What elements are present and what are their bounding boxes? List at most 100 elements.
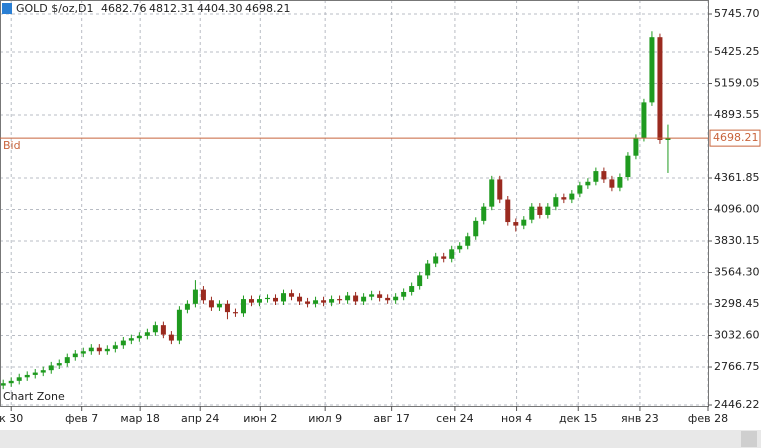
candle-body — [633, 137, 639, 156]
candle-body — [609, 179, 615, 188]
candle-body — [505, 199, 511, 223]
candle-body — [489, 179, 495, 207]
y-tick-label: 4361.85 — [714, 171, 760, 184]
candle-body — [160, 325, 166, 335]
y-tick-label: 5745.70 — [714, 7, 760, 20]
bid-price-box — [709, 129, 761, 147]
candle-body — [256, 299, 262, 303]
candle-body — [385, 297, 391, 301]
x-tick-label: фев 7 — [65, 412, 98, 425]
candle-body — [417, 275, 423, 287]
candle-body — [529, 206, 535, 220]
candle-body — [521, 219, 527, 226]
y-tick-label: 2766.75 — [714, 360, 760, 373]
candle-body — [24, 374, 30, 378]
candle-body — [88, 347, 94, 352]
candle-body — [409, 286, 415, 292]
candle-body — [168, 334, 174, 341]
candle-body — [377, 294, 383, 298]
candle-body — [401, 291, 407, 297]
y-tick-label: 3298.45 — [714, 297, 760, 310]
candle-body — [184, 303, 190, 310]
candle-body — [649, 37, 655, 103]
candle-body — [665, 138, 671, 140]
candle-body — [337, 299, 343, 301]
candle-body — [433, 256, 439, 264]
symbol-icon — [2, 3, 12, 14]
candle-body — [273, 297, 279, 302]
candle-body — [289, 293, 295, 297]
close-text: 4698.21 — [245, 2, 291, 15]
low-text: 4404.30 — [197, 2, 243, 15]
candle-body — [561, 197, 567, 200]
candle-body — [569, 193, 575, 200]
candle-body — [481, 206, 487, 221]
watermark: Chart Zone — [3, 390, 65, 403]
candle-body — [224, 303, 230, 313]
candle-body — [361, 296, 367, 302]
candle-body — [216, 303, 222, 308]
candle-body — [176, 309, 182, 341]
x-tick-label: мар 18 — [120, 412, 160, 425]
y-tick-label: 3830.15 — [714, 234, 760, 247]
plot-frame — [0, 0, 709, 407]
candle-body — [56, 363, 62, 366]
candle-body — [112, 345, 118, 349]
bid-label: Bid — [3, 139, 21, 152]
candle-body — [513, 222, 519, 226]
candle-body — [425, 263, 431, 276]
candle-body — [497, 179, 503, 200]
candle-body — [585, 181, 591, 186]
candle-body — [16, 377, 22, 381]
candle-body — [457, 245, 463, 250]
x-tick-label: к 30 — [0, 412, 23, 425]
open-text: 4682.76 — [101, 2, 147, 15]
candle-body — [128, 338, 134, 341]
candle-body — [449, 249, 455, 259]
x-tick-label: июн 2 — [243, 412, 277, 425]
candle-body — [0, 383, 6, 386]
candle-body — [192, 289, 198, 304]
candle-body — [625, 155, 631, 178]
candle-body — [393, 296, 399, 301]
candle-body — [240, 299, 246, 314]
scroll-thumb[interactable] — [741, 431, 757, 447]
candle-body — [208, 300, 214, 308]
x-tick-label: дек 15 — [559, 412, 598, 425]
candle-body — [281, 293, 287, 302]
candle-body — [577, 185, 583, 194]
candle-body — [553, 197, 559, 207]
candle-body — [104, 348, 110, 352]
y-tick-label: 4096.00 — [714, 202, 760, 215]
scrollbar[interactable] — [0, 430, 761, 448]
candle-body — [297, 296, 303, 302]
candle-body — [80, 351, 86, 354]
x-tick-label: фев 28 — [688, 412, 728, 425]
candle-body — [40, 370, 46, 373]
candle-body — [313, 300, 319, 304]
candle-body — [120, 340, 126, 346]
candle-body — [641, 102, 647, 138]
candle-body — [353, 295, 359, 302]
candle-body — [657, 37, 663, 140]
candles — [0, 31, 671, 390]
candle-body — [441, 256, 447, 259]
candle-body — [593, 171, 599, 182]
y-tick-label: 3564.30 — [714, 266, 760, 279]
x-tick-label: июл 9 — [308, 412, 342, 425]
y-tick-label: 4893.55 — [714, 108, 760, 121]
x-tick-label: апр 24 — [181, 412, 219, 425]
y-tick-label: 5425.25 — [714, 45, 760, 58]
candle-body — [232, 312, 238, 314]
candle-body — [545, 206, 551, 215]
x-tick-label: сен 24 — [436, 412, 474, 425]
candle-body — [601, 171, 607, 180]
candle-body — [329, 299, 335, 303]
x-tick-label: янв 23 — [621, 412, 659, 425]
candle-body — [144, 332, 150, 336]
grid-group — [0, 0, 709, 406]
candle-body — [48, 365, 54, 371]
candle-body — [321, 300, 327, 303]
candle-body — [465, 236, 471, 246]
